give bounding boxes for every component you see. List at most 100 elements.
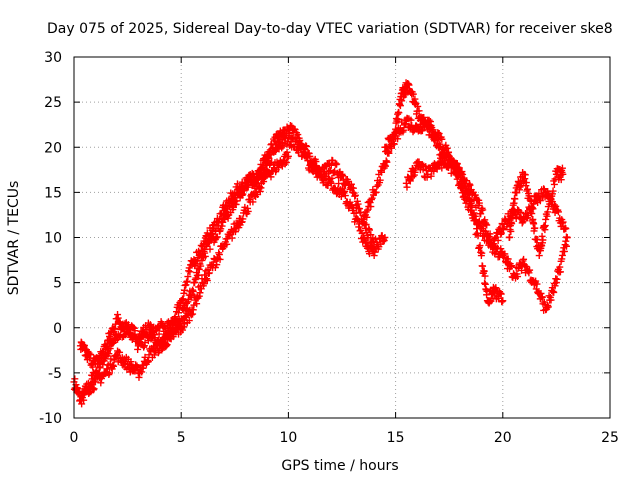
data-point [559, 218, 567, 226]
data-point [390, 140, 398, 148]
data-point [373, 182, 381, 190]
data-point [237, 189, 245, 197]
data-point [481, 279, 489, 287]
data-point [562, 242, 570, 250]
data-point [367, 203, 375, 211]
data-point [523, 185, 531, 193]
data-point [144, 358, 152, 366]
data-point [183, 312, 191, 320]
data-point [282, 158, 290, 166]
data-point [244, 207, 252, 215]
data-point [362, 220, 370, 228]
data-point [383, 158, 391, 166]
y-tick-label: 20 [44, 140, 62, 156]
x-tick-label: 0 [70, 430, 79, 446]
data-point [201, 252, 209, 260]
data-point [328, 174, 336, 182]
series-track-7 [505, 164, 567, 260]
data-point [200, 280, 208, 288]
data-point [205, 237, 213, 245]
data-point [323, 170, 331, 178]
data-point [87, 351, 95, 359]
y-tick-label: 5 [53, 276, 62, 292]
data-point [197, 250, 205, 258]
data-point [530, 220, 538, 228]
data-point [511, 195, 519, 203]
data-point [478, 222, 486, 230]
data-point [526, 196, 534, 204]
data-point [539, 236, 547, 244]
data-point [494, 236, 502, 244]
data-point [218, 214, 226, 222]
data-point [363, 206, 371, 214]
data-point [475, 199, 483, 207]
data-point [432, 132, 440, 140]
data-point [370, 252, 378, 260]
data-point [533, 280, 541, 288]
data-point [516, 183, 524, 191]
data-point [428, 124, 436, 132]
data-point [147, 335, 155, 343]
data-point [335, 180, 343, 188]
data-point [506, 233, 514, 241]
data-point [197, 262, 205, 270]
data-point [459, 170, 467, 178]
data-point [521, 171, 529, 179]
data-point [315, 164, 323, 172]
data-point [189, 287, 197, 295]
data-point [438, 135, 446, 143]
data-point [471, 191, 479, 199]
data-point [481, 272, 489, 280]
data-point [528, 210, 536, 218]
data-point [106, 369, 114, 377]
data-point [363, 213, 371, 221]
data-point [179, 295, 187, 303]
data-point [71, 375, 79, 383]
data-point [559, 170, 567, 178]
data-point [486, 230, 494, 238]
x-tick-label: 15 [387, 430, 405, 446]
data-point [483, 221, 491, 229]
data-point [492, 284, 500, 292]
data-point [544, 303, 552, 311]
data-point [249, 198, 257, 206]
x-tick-label: 10 [279, 430, 297, 446]
data-point [522, 179, 530, 187]
data-point [110, 362, 118, 370]
data-point [216, 255, 224, 263]
data-point [538, 232, 546, 240]
data-point [186, 268, 194, 276]
data-point [106, 345, 114, 353]
data-point [508, 220, 516, 228]
data-point [394, 116, 402, 124]
data-point [403, 183, 411, 191]
x-tick-label: 25 [601, 430, 619, 446]
data-point [558, 164, 566, 172]
data-point [507, 227, 515, 235]
data-point [116, 348, 124, 356]
data-point [355, 220, 363, 228]
data-point [547, 296, 555, 304]
data-point [551, 282, 559, 290]
data-point [556, 268, 564, 276]
y-tick-label: 30 [44, 50, 62, 66]
data-point [493, 244, 501, 252]
data-point [179, 326, 187, 334]
data-point [557, 176, 565, 184]
x-tick-label: 5 [177, 430, 186, 446]
axis-ticks: 0 5 10 15 20 25 -10 -5 0 5 10 15 20 25 30 [39, 50, 619, 446]
data-point [517, 208, 525, 216]
data-point [138, 333, 146, 341]
data-point [409, 173, 417, 181]
data-point [560, 247, 568, 255]
data-point [193, 300, 201, 308]
data-point [526, 266, 534, 274]
data-point [497, 290, 505, 298]
data-point [213, 233, 221, 241]
data-marks [70, 79, 571, 408]
data-point [454, 164, 462, 172]
data-point [231, 228, 239, 236]
data-point [394, 135, 402, 143]
data-point [536, 197, 544, 205]
